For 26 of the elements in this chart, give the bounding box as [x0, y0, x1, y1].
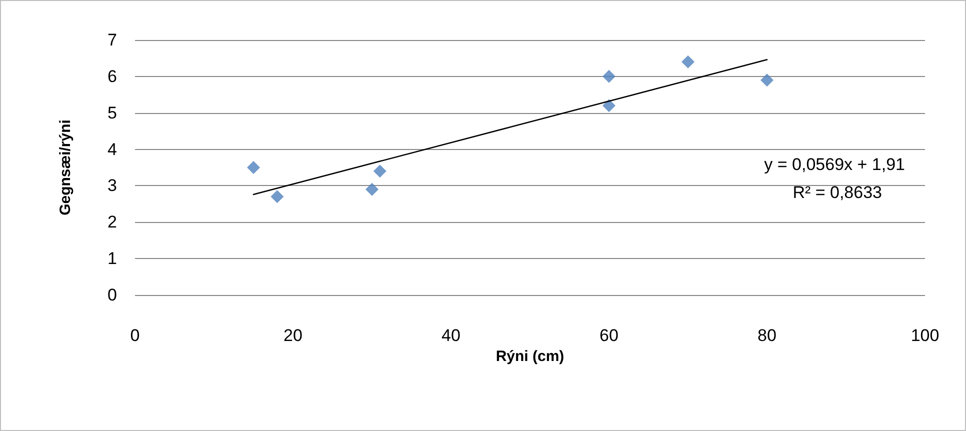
point [682, 55, 694, 68]
point [602, 99, 616, 112]
x-tick-label: 0 [130, 326, 140, 345]
y-tick-label: 2 [108, 212, 117, 232]
point [602, 70, 616, 83]
annotation: y = 0,0569x + 1,91 [764, 155, 906, 174]
x-axis-title: Rýni (cm) [496, 348, 564, 365]
y-tick-label: 3 [108, 176, 117, 196]
y-tick-label: 1 [108, 249, 117, 268]
annotation: R² = 0,8633 [792, 183, 882, 202]
x-tick-label: 80 [758, 326, 776, 345]
x-tick-label: 60 [600, 326, 618, 345]
point [270, 190, 284, 204]
y-tick-label: 7 [108, 30, 117, 50]
y-axis-title: Gegnsæi/rýni [57, 120, 74, 216]
point [373, 164, 386, 178]
point [247, 161, 260, 174]
y-tick-label: 6 [108, 66, 117, 86]
x-tick-label: 20 [284, 326, 302, 345]
point [366, 182, 378, 196]
y-tick-label: 0 [108, 286, 117, 304]
x-tick-label: 40 [442, 326, 460, 345]
point [760, 74, 774, 87]
y-tick-label: 5 [108, 103, 117, 122]
x-tick-label: 100 [910, 326, 940, 345]
y-tick-label: 4 [108, 140, 117, 159]
